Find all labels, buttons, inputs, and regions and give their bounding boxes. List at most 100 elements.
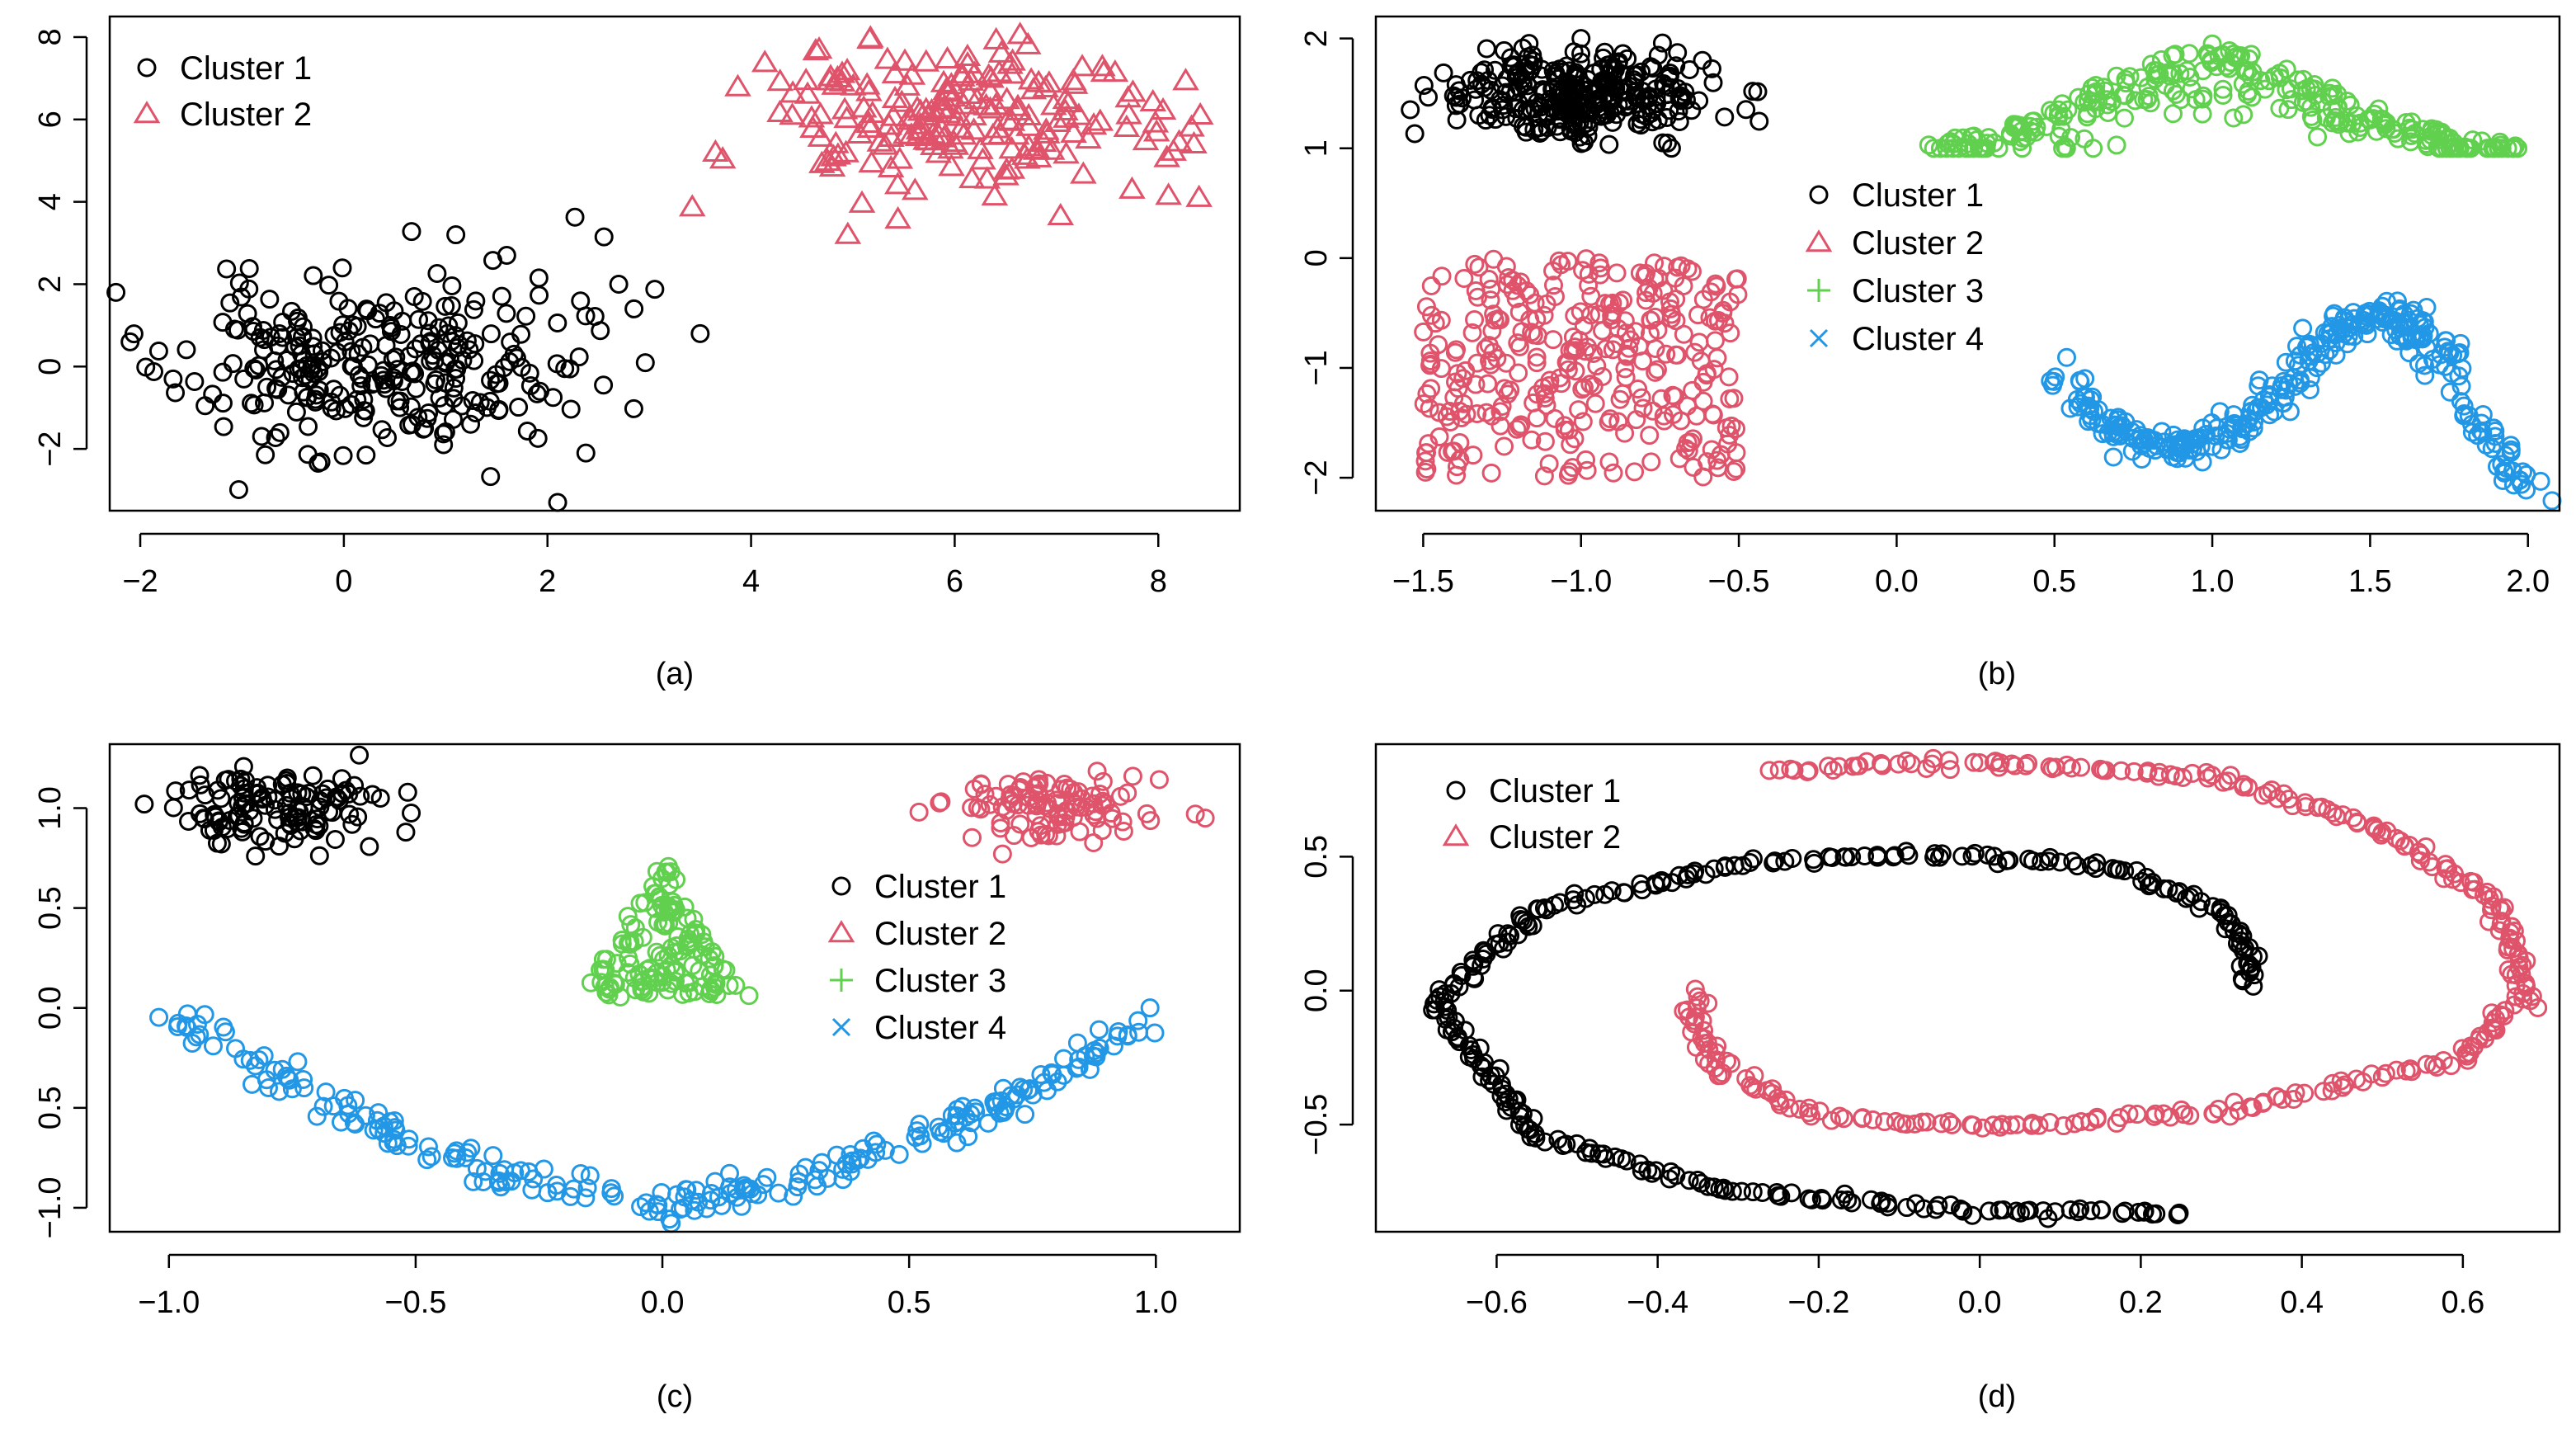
data-point bbox=[2166, 84, 2186, 104]
data-point bbox=[798, 105, 826, 128]
legend-label: Cluster 1 bbox=[1489, 773, 1621, 809]
data-point bbox=[1926, 1200, 1946, 1219]
data-point bbox=[1021, 827, 1041, 847]
data-point bbox=[418, 311, 438, 331]
data-point bbox=[2271, 380, 2291, 399]
data-point bbox=[1004, 1089, 1024, 1109]
data-point bbox=[1543, 330, 1563, 350]
data-point bbox=[1087, 761, 1107, 781]
data-point bbox=[2484, 139, 2503, 158]
data-point bbox=[859, 100, 887, 123]
data-point bbox=[1172, 68, 1199, 91]
data-point bbox=[656, 862, 676, 882]
data-point bbox=[2126, 91, 2145, 111]
data-point bbox=[317, 788, 337, 808]
data-point bbox=[1632, 62, 1651, 82]
plot-frame bbox=[108, 15, 1241, 512]
data-point bbox=[304, 344, 324, 364]
data-point bbox=[194, 809, 214, 828]
y-tick-label: 1 bbox=[1299, 139, 1334, 157]
data-point bbox=[1068, 54, 1096, 77]
data-point bbox=[269, 837, 289, 856]
data-point bbox=[1185, 804, 1205, 824]
data-point bbox=[925, 140, 953, 163]
data-point bbox=[1655, 257, 1674, 276]
data-point bbox=[1528, 899, 1547, 919]
data-point bbox=[1070, 161, 1097, 184]
data-point bbox=[1693, 467, 1713, 487]
data-point bbox=[1123, 766, 1142, 786]
data-point bbox=[1466, 375, 1486, 394]
data-point bbox=[1527, 347, 1547, 367]
data-point bbox=[1906, 1194, 1926, 1214]
x-tick-label: 1.5 bbox=[2348, 564, 2392, 599]
data-point bbox=[891, 48, 919, 71]
data-point bbox=[2376, 309, 2395, 329]
data-point bbox=[1765, 851, 1785, 871]
data-point bbox=[972, 775, 991, 794]
data-point bbox=[376, 293, 396, 313]
data-point bbox=[2093, 414, 2112, 434]
data-point bbox=[528, 428, 548, 448]
legend-marker-circle bbox=[1809, 185, 1829, 205]
legend-label: Cluster 1 bbox=[874, 869, 1006, 905]
data-point bbox=[1558, 100, 1578, 120]
data-point bbox=[1048, 1072, 1067, 1091]
data-point bbox=[1195, 809, 1215, 828]
data-point bbox=[2134, 90, 2154, 110]
data-point bbox=[2053, 139, 2073, 158]
data-point bbox=[1563, 458, 1583, 478]
data-point bbox=[977, 96, 1004, 119]
data-point bbox=[1702, 404, 1722, 424]
data-point bbox=[2069, 87, 2089, 107]
data-point bbox=[1641, 310, 1660, 330]
data-point bbox=[1015, 1105, 1035, 1124]
data-point bbox=[1594, 72, 1614, 92]
data-point bbox=[2276, 352, 2296, 372]
data-point bbox=[280, 803, 299, 823]
y-tick-label: −2 bbox=[33, 431, 68, 466]
data-point bbox=[864, 1131, 883, 1151]
data-point bbox=[1006, 21, 1034, 45]
data-point bbox=[217, 259, 237, 279]
data-point bbox=[1647, 360, 1667, 380]
y-axis: −2 0 2 4 6 8 bbox=[33, 28, 88, 467]
data-point bbox=[378, 427, 398, 447]
data-point bbox=[954, 43, 982, 66]
data-point bbox=[2018, 753, 2038, 773]
data-point bbox=[1671, 91, 1691, 111]
data-point bbox=[2103, 447, 2123, 467]
data-point bbox=[705, 1172, 725, 1191]
data-point bbox=[2323, 803, 2343, 823]
data-point bbox=[434, 435, 454, 455]
data-point bbox=[1651, 870, 1671, 890]
data-point bbox=[1065, 102, 1093, 125]
data-point bbox=[1669, 449, 1689, 469]
data-point bbox=[1139, 88, 1167, 111]
data-point bbox=[853, 72, 881, 95]
data-point bbox=[2249, 370, 2269, 390]
data-point bbox=[1580, 99, 1600, 119]
data-point bbox=[534, 1159, 553, 1179]
data-point bbox=[866, 129, 894, 152]
data-point bbox=[1990, 1200, 2009, 1220]
data-point bbox=[1180, 130, 1208, 153]
data-point bbox=[351, 376, 371, 396]
x-tick-label: −0.5 bbox=[1708, 564, 1770, 599]
data-point bbox=[901, 177, 929, 200]
data-point bbox=[280, 1070, 299, 1090]
data-point bbox=[226, 1039, 246, 1058]
data-point bbox=[547, 1176, 567, 1195]
x-axis: −1.0 −0.5 0.0 0.5 1.0 bbox=[138, 1253, 1178, 1320]
data-point bbox=[232, 287, 252, 307]
data-point bbox=[1496, 257, 1516, 276]
data-point bbox=[1932, 844, 1952, 864]
data-point bbox=[1875, 1112, 1895, 1132]
data-point bbox=[604, 973, 624, 992]
data-point bbox=[350, 745, 370, 765]
data-point bbox=[1075, 125, 1102, 149]
data-point bbox=[1007, 1085, 1027, 1105]
data-point bbox=[930, 95, 958, 118]
data-point bbox=[1688, 1170, 1707, 1190]
data-point bbox=[1589, 304, 1609, 324]
